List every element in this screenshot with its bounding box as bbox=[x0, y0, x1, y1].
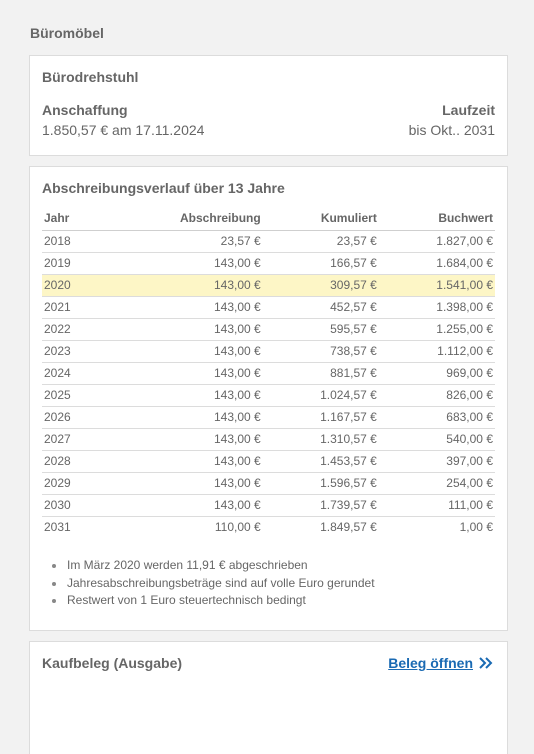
cell-book-value: 683,00 € bbox=[378, 406, 495, 429]
cell-year: 2031 bbox=[44, 520, 71, 535]
cell-book-value: 1.827,00 € bbox=[378, 230, 495, 253]
column-header-depreciation: Abschreibung bbox=[100, 207, 263, 231]
duration-value: bis Okt.. 2031 bbox=[408, 122, 495, 138]
cell-depreciation: 143,00 € bbox=[100, 406, 263, 429]
schedule-title: Abschreibungsverlauf über 13 Jahre bbox=[42, 180, 285, 196]
schedule-notes: Im März 2020 werden 11,91 € abgeschriebe… bbox=[42, 557, 492, 610]
table-row: 2018 23,57 €23,57 €1.827,00 € bbox=[42, 230, 495, 253]
cell-book-value: 397,00 € bbox=[378, 450, 495, 473]
cell-cumulative: 23,57 € bbox=[262, 230, 379, 253]
cell-depreciation: 143,00 € bbox=[100, 384, 263, 407]
acquisition-label: Anschaffung bbox=[42, 102, 128, 118]
cell-cumulative: 1.739,57 € bbox=[262, 494, 379, 517]
cell-book-value: 1.112,00 € bbox=[378, 340, 495, 363]
table-row: 2020 143,00 €309,57 €1.541,00 € bbox=[42, 274, 495, 297]
table-row: 2019 143,00 €166,57 €1.684,00 € bbox=[42, 252, 495, 275]
cell-year: 2028 bbox=[42, 450, 101, 473]
cell-cumulative: 881,57 € bbox=[262, 362, 379, 385]
table-row: 2021 143,00 €452,57 €1.398,00 € bbox=[42, 296, 495, 319]
cell-cumulative: 309,57 € bbox=[262, 274, 379, 297]
cell-cumulative: 452,57 € bbox=[262, 296, 379, 319]
table-row: 2028 143,00 €1.453,57 €397,00 € bbox=[42, 450, 495, 473]
depreciation-table: Jahr Abschreibung Kumuliert Buchwert 201… bbox=[42, 207, 495, 538]
open-receipt-link[interactable]: Beleg öffnen bbox=[388, 655, 493, 671]
double-chevron-right-icon bbox=[479, 657, 493, 669]
acquisition-value: 1.850,57 € am 17.11.2024 bbox=[42, 122, 205, 138]
cell-depreciation: 143,00 € bbox=[100, 340, 263, 363]
asset-name: Bürodrehstuhl bbox=[42, 69, 139, 85]
cell-cumulative: 1.849,57 € bbox=[320, 520, 377, 535]
cell-depreciation: 143,00 € bbox=[100, 252, 263, 275]
cell-book-value: 969,00 € bbox=[378, 362, 495, 385]
cell-book-value: 111,00 € bbox=[378, 494, 495, 517]
table-row: 2027 143,00 €1.310,57 €540,00 € bbox=[42, 428, 495, 451]
cell-depreciation: 143,00 € bbox=[100, 494, 263, 517]
cell-year: 2025 bbox=[42, 384, 101, 407]
table-row: 2024 143,00 €881,57 €969,00 € bbox=[42, 362, 495, 385]
table-row: 2023 143,00 €738,57 €1.112,00 € bbox=[42, 340, 495, 363]
cell-year: 2027 bbox=[42, 428, 101, 451]
table-row: 2026 143,00 €1.167,57 €683,00 € bbox=[42, 406, 495, 429]
cell-year: 2018 bbox=[42, 230, 101, 253]
table-row: 2031 110,00 € 1.849,57 € 1,00 € bbox=[42, 516, 495, 538]
table-row: 2029 143,00 €1.596,57 €254,00 € bbox=[42, 472, 495, 495]
cell-book-value: 540,00 € bbox=[378, 428, 495, 451]
cell-book-value: 1.398,00 € bbox=[378, 296, 495, 319]
duration-label: Laufzeit bbox=[442, 102, 495, 118]
table-row: 2025 143,00 €1.024,57 €826,00 € bbox=[42, 384, 495, 407]
asset-summary-card: Bürodrehstuhl Anschaffung 1.850,57 € am … bbox=[29, 55, 508, 156]
cell-book-value: 254,00 € bbox=[378, 472, 495, 495]
cell-cumulative: 1.167,57 € bbox=[262, 406, 379, 429]
table-header-row: Jahr Abschreibung Kumuliert Buchwert bbox=[42, 207, 495, 231]
table-row: 2022 143,00 €595,57 €1.255,00 € bbox=[42, 318, 495, 341]
cell-depreciation: 143,00 € bbox=[100, 362, 263, 385]
cell-cumulative: 738,57 € bbox=[262, 340, 379, 363]
cell-year: 2026 bbox=[42, 406, 101, 429]
cell-depreciation: 143,00 € bbox=[100, 428, 263, 451]
cell-year: 2024 bbox=[42, 362, 101, 385]
cell-book-value: 1.541,00 € bbox=[378, 274, 495, 297]
depreciation-schedule-card: Abschreibungsverlauf über 13 Jahre Jahr … bbox=[29, 166, 508, 631]
cell-book-value: 826,00 € bbox=[378, 384, 495, 407]
receipt-title: Kaufbeleg (Ausgabe) bbox=[42, 655, 183, 671]
cell-cumulative: 595,57 € bbox=[262, 318, 379, 341]
column-header-cumulative: Kumuliert bbox=[262, 207, 379, 231]
cell-year: 2030 bbox=[42, 494, 101, 517]
cell-year: 2019 bbox=[42, 252, 101, 275]
cell-cumulative: 1.024,57 € bbox=[262, 384, 379, 407]
cell-depreciation: 143,00 € bbox=[100, 296, 263, 319]
cell-cumulative: 1.596,57 € bbox=[262, 472, 379, 495]
column-header-book-value: Buchwert bbox=[378, 207, 495, 231]
column-header-year: Jahr bbox=[42, 207, 101, 231]
cell-year: 2022 bbox=[42, 318, 101, 341]
cell-year: 2023 bbox=[42, 340, 101, 363]
cell-book-value: 1.255,00 € bbox=[378, 318, 495, 341]
table-body: 2018 23,57 €23,57 €1.827,00 €2019 143,00 €… bbox=[42, 230, 495, 538]
cell-book-value: 1,00 € bbox=[459, 520, 493, 535]
cell-depreciation: 143,00 € bbox=[100, 318, 263, 341]
cell-year: 2020 bbox=[42, 274, 101, 297]
cell-depreciation: 143,00 € bbox=[100, 450, 263, 473]
receipt-card: Kaufbeleg (Ausgabe) Beleg öffnen bbox=[29, 641, 508, 754]
open-receipt-label: Beleg öffnen bbox=[388, 655, 473, 671]
page-title: Büromöbel bbox=[30, 25, 104, 41]
table-row: 2030 143,00 €1.739,57 €111,00 € bbox=[42, 494, 495, 517]
cell-book-value: 1.684,00 € bbox=[378, 252, 495, 275]
note-item: Im März 2020 werden 11,91 € abgeschriebe… bbox=[42, 557, 492, 575]
cell-depreciation: 143,00 € bbox=[100, 472, 263, 495]
cell-year: 2021 bbox=[42, 296, 101, 319]
cell-cumulative: 1.453,57 € bbox=[262, 450, 379, 473]
cell-year: 2029 bbox=[42, 472, 101, 495]
cell-depreciation: 110,00 € bbox=[214, 520, 261, 535]
note-item: Jahresabschreibungsbeträge sind auf voll… bbox=[42, 575, 492, 593]
cell-cumulative: 166,57 € bbox=[262, 252, 379, 275]
cell-depreciation: 23,57 € bbox=[100, 230, 263, 253]
cell-cumulative: 1.310,57 € bbox=[262, 428, 379, 451]
note-item: Restwert von 1 Euro steuertechnisch bedi… bbox=[42, 592, 492, 610]
cell-depreciation: 143,00 € bbox=[100, 274, 263, 297]
